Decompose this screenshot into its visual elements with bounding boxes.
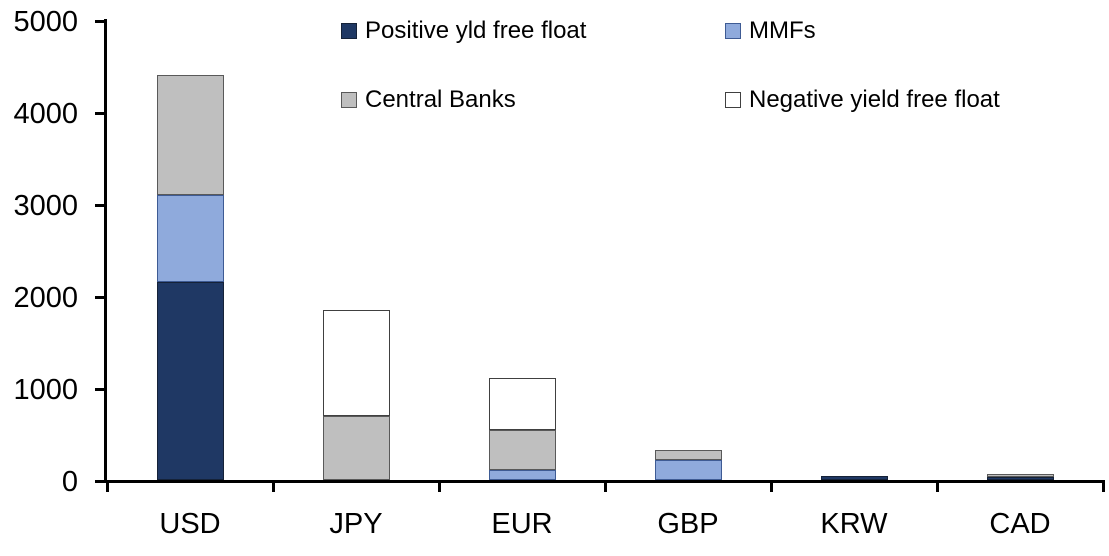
- y-axis-tick: [95, 20, 107, 23]
- legend-swatch-icon: [341, 23, 357, 39]
- bar-segment-usd: [156, 282, 224, 480]
- x-axis-tick: [1101, 483, 1105, 492]
- x-axis-tick: [769, 483, 773, 492]
- x-axis-category-label: USD: [159, 508, 221, 540]
- legend-item: Negative yield free float: [725, 87, 1000, 113]
- legend-item: Central Banks: [341, 87, 516, 113]
- bar-segment-eur: [488, 429, 556, 470]
- legend-swatch-icon: [341, 92, 357, 108]
- legend-label: Positive yld free float: [365, 17, 587, 44]
- legend-item: MMFs: [725, 18, 816, 44]
- legend-swatch-icon: [725, 92, 741, 108]
- bar-segment-krw: [820, 475, 888, 480]
- y-axis-tick-label: 0: [61, 465, 78, 498]
- bar-segment-cad: [986, 474, 1054, 478]
- y-axis-line: [104, 19, 107, 483]
- bar-segment-usd: [156, 194, 224, 283]
- legend-label: Central Banks: [365, 86, 516, 113]
- y-axis-tick-label: 4000: [13, 97, 78, 130]
- x-axis-tick: [271, 483, 275, 492]
- y-axis-tick-label: 5000: [13, 5, 78, 38]
- x-axis-category-label: JPY: [329, 508, 383, 540]
- y-axis-tick: [95, 112, 107, 115]
- x-axis-category-label: GBP: [657, 508, 719, 540]
- bar-segment-jpy: [322, 309, 390, 416]
- y-axis-tick-label: 2000: [13, 281, 78, 314]
- bar-segment-eur: [488, 469, 556, 480]
- y-axis-tick: [95, 296, 107, 299]
- bar-segment-eur: [488, 377, 556, 430]
- legend-item: Positive yld free float: [341, 18, 586, 44]
- bar-segment-usd: [156, 75, 224, 195]
- x-axis-tick: [105, 483, 109, 492]
- y-axis-tick: [95, 388, 107, 391]
- y-axis-tick: [95, 204, 107, 207]
- y-axis-tick-label: 1000: [13, 373, 78, 406]
- legend-label: MMFs: [749, 17, 816, 44]
- x-axis-tick: [603, 483, 607, 492]
- x-axis-line: [104, 480, 1105, 483]
- x-axis-category-label: KRW: [820, 508, 888, 540]
- y-axis-tick: [95, 480, 107, 483]
- bar-segment-jpy: [322, 415, 390, 480]
- legend-label: Negative yield free float: [749, 86, 1000, 113]
- bar-segment-gbp: [654, 449, 722, 460]
- x-axis-category-label: CAD: [989, 508, 1051, 540]
- x-axis-category-label: EUR: [491, 508, 553, 540]
- x-axis-tick: [437, 483, 441, 492]
- bar-segment-gbp: [654, 459, 722, 480]
- x-axis-tick: [935, 483, 939, 492]
- bar-segment-cad: [986, 477, 1054, 480]
- legend-swatch-icon: [725, 23, 741, 39]
- y-axis-tick-label: 3000: [13, 189, 78, 222]
